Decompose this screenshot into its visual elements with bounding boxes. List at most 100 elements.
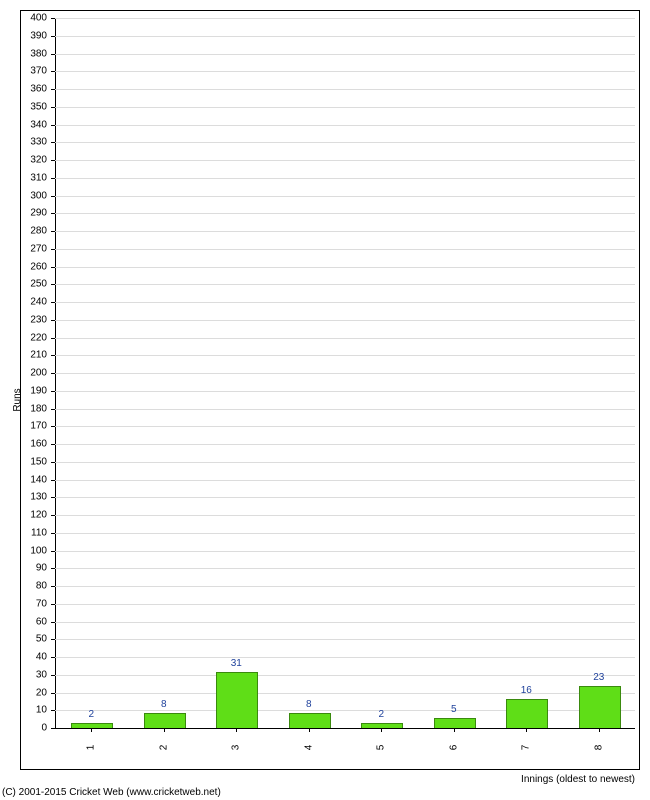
y-tick-label: 270 bbox=[0, 243, 47, 254]
bar-value-label: 16 bbox=[521, 685, 532, 696]
gridline bbox=[55, 373, 635, 374]
gridline bbox=[55, 551, 635, 552]
y-tick-label: 110 bbox=[0, 527, 47, 538]
y-tick-label: 290 bbox=[0, 208, 47, 219]
gridline bbox=[55, 249, 635, 250]
bar bbox=[144, 713, 186, 728]
y-tick-label: 360 bbox=[0, 84, 47, 95]
gridline bbox=[55, 142, 635, 143]
gridline bbox=[55, 107, 635, 108]
bar bbox=[71, 723, 113, 728]
y-tick-label: 140 bbox=[0, 474, 47, 485]
x-tick-label: 8 bbox=[593, 745, 604, 751]
y-tick-label: 100 bbox=[0, 545, 47, 556]
y-tick-label: 190 bbox=[0, 385, 47, 396]
bar bbox=[579, 686, 621, 728]
x-tick bbox=[309, 728, 310, 732]
y-tick-label: 230 bbox=[0, 314, 47, 325]
y-tick-label: 310 bbox=[0, 172, 47, 183]
bar-value-label: 2 bbox=[378, 709, 384, 720]
y-tick-label: 150 bbox=[0, 456, 47, 467]
y-tick-label: 220 bbox=[0, 332, 47, 343]
y-tick-label: 380 bbox=[0, 48, 47, 59]
gridline bbox=[55, 231, 635, 232]
bar-value-label: 5 bbox=[451, 704, 457, 715]
gridline bbox=[55, 657, 635, 658]
gridline bbox=[55, 586, 635, 587]
y-tick-label: 340 bbox=[0, 119, 47, 130]
gridline bbox=[55, 320, 635, 321]
x-tick bbox=[381, 728, 382, 732]
bar bbox=[434, 718, 476, 728]
gridline bbox=[55, 444, 635, 445]
x-tick bbox=[526, 728, 527, 732]
gridline bbox=[55, 160, 635, 161]
gridline bbox=[55, 284, 635, 285]
gridline bbox=[55, 125, 635, 126]
gridline bbox=[55, 462, 635, 463]
gridline bbox=[55, 426, 635, 427]
gridline bbox=[55, 338, 635, 339]
y-tick-label: 330 bbox=[0, 137, 47, 148]
gridline bbox=[55, 515, 635, 516]
y-tick-label: 390 bbox=[0, 30, 47, 41]
y-tick-label: 50 bbox=[0, 634, 47, 645]
gridline bbox=[55, 54, 635, 55]
x-tick bbox=[454, 728, 455, 732]
x-tick bbox=[599, 728, 600, 732]
y-tick-label: 60 bbox=[0, 616, 47, 627]
y-tick-label: 40 bbox=[0, 652, 47, 663]
gridline bbox=[55, 693, 635, 694]
gridline bbox=[55, 639, 635, 640]
gridline bbox=[55, 89, 635, 90]
y-tick-label: 300 bbox=[0, 190, 47, 201]
y-tick-label: 320 bbox=[0, 155, 47, 166]
y-tick-label: 200 bbox=[0, 368, 47, 379]
gridline bbox=[55, 178, 635, 179]
bar bbox=[289, 713, 331, 728]
y-tick-label: 120 bbox=[0, 510, 47, 521]
gridline bbox=[55, 302, 635, 303]
x-tick bbox=[236, 728, 237, 732]
y-tick-label: 280 bbox=[0, 226, 47, 237]
footer-copyright: (C) 2001-2015 Cricket Web (www.cricketwe… bbox=[2, 787, 221, 798]
y-tick-label: 70 bbox=[0, 598, 47, 609]
y-tick-label: 20 bbox=[0, 687, 47, 698]
gridline bbox=[55, 196, 635, 197]
gridline bbox=[55, 568, 635, 569]
chart-container: Runs 01020304050607080901001101201301401… bbox=[0, 0, 650, 800]
x-axis-title: Innings (oldest to newest) bbox=[521, 774, 635, 785]
gridline bbox=[55, 18, 635, 19]
bar bbox=[216, 672, 258, 728]
x-tick-label: 4 bbox=[303, 745, 314, 751]
x-tick-label: 7 bbox=[521, 745, 532, 751]
gridline bbox=[55, 391, 635, 392]
gridline bbox=[55, 533, 635, 534]
y-tick-label: 160 bbox=[0, 439, 47, 450]
x-tick-label: 5 bbox=[376, 745, 387, 751]
x-tick-label: 2 bbox=[158, 745, 169, 751]
bar bbox=[506, 699, 548, 728]
y-tick-label: 0 bbox=[0, 723, 47, 734]
y-tick-label: 80 bbox=[0, 581, 47, 592]
y-tick-label: 10 bbox=[0, 705, 47, 716]
y-tick-label: 90 bbox=[0, 563, 47, 574]
bar-value-label: 23 bbox=[593, 672, 604, 683]
y-tick-label: 210 bbox=[0, 350, 47, 361]
y-tick-label: 170 bbox=[0, 421, 47, 432]
gridline bbox=[55, 36, 635, 37]
gridline bbox=[55, 213, 635, 214]
bar-value-label: 8 bbox=[306, 699, 312, 710]
y-tick-label: 240 bbox=[0, 297, 47, 308]
gridline bbox=[55, 497, 635, 498]
y-tick-label: 30 bbox=[0, 669, 47, 680]
x-tick bbox=[164, 728, 165, 732]
gridline bbox=[55, 622, 635, 623]
plot-area: 28318251623 bbox=[55, 18, 635, 728]
bar-value-label: 8 bbox=[161, 699, 167, 710]
gridline bbox=[55, 480, 635, 481]
gridline bbox=[55, 267, 635, 268]
x-tick-label: 6 bbox=[448, 745, 459, 751]
y-tick-label: 370 bbox=[0, 66, 47, 77]
x-axis-line bbox=[55, 728, 635, 729]
